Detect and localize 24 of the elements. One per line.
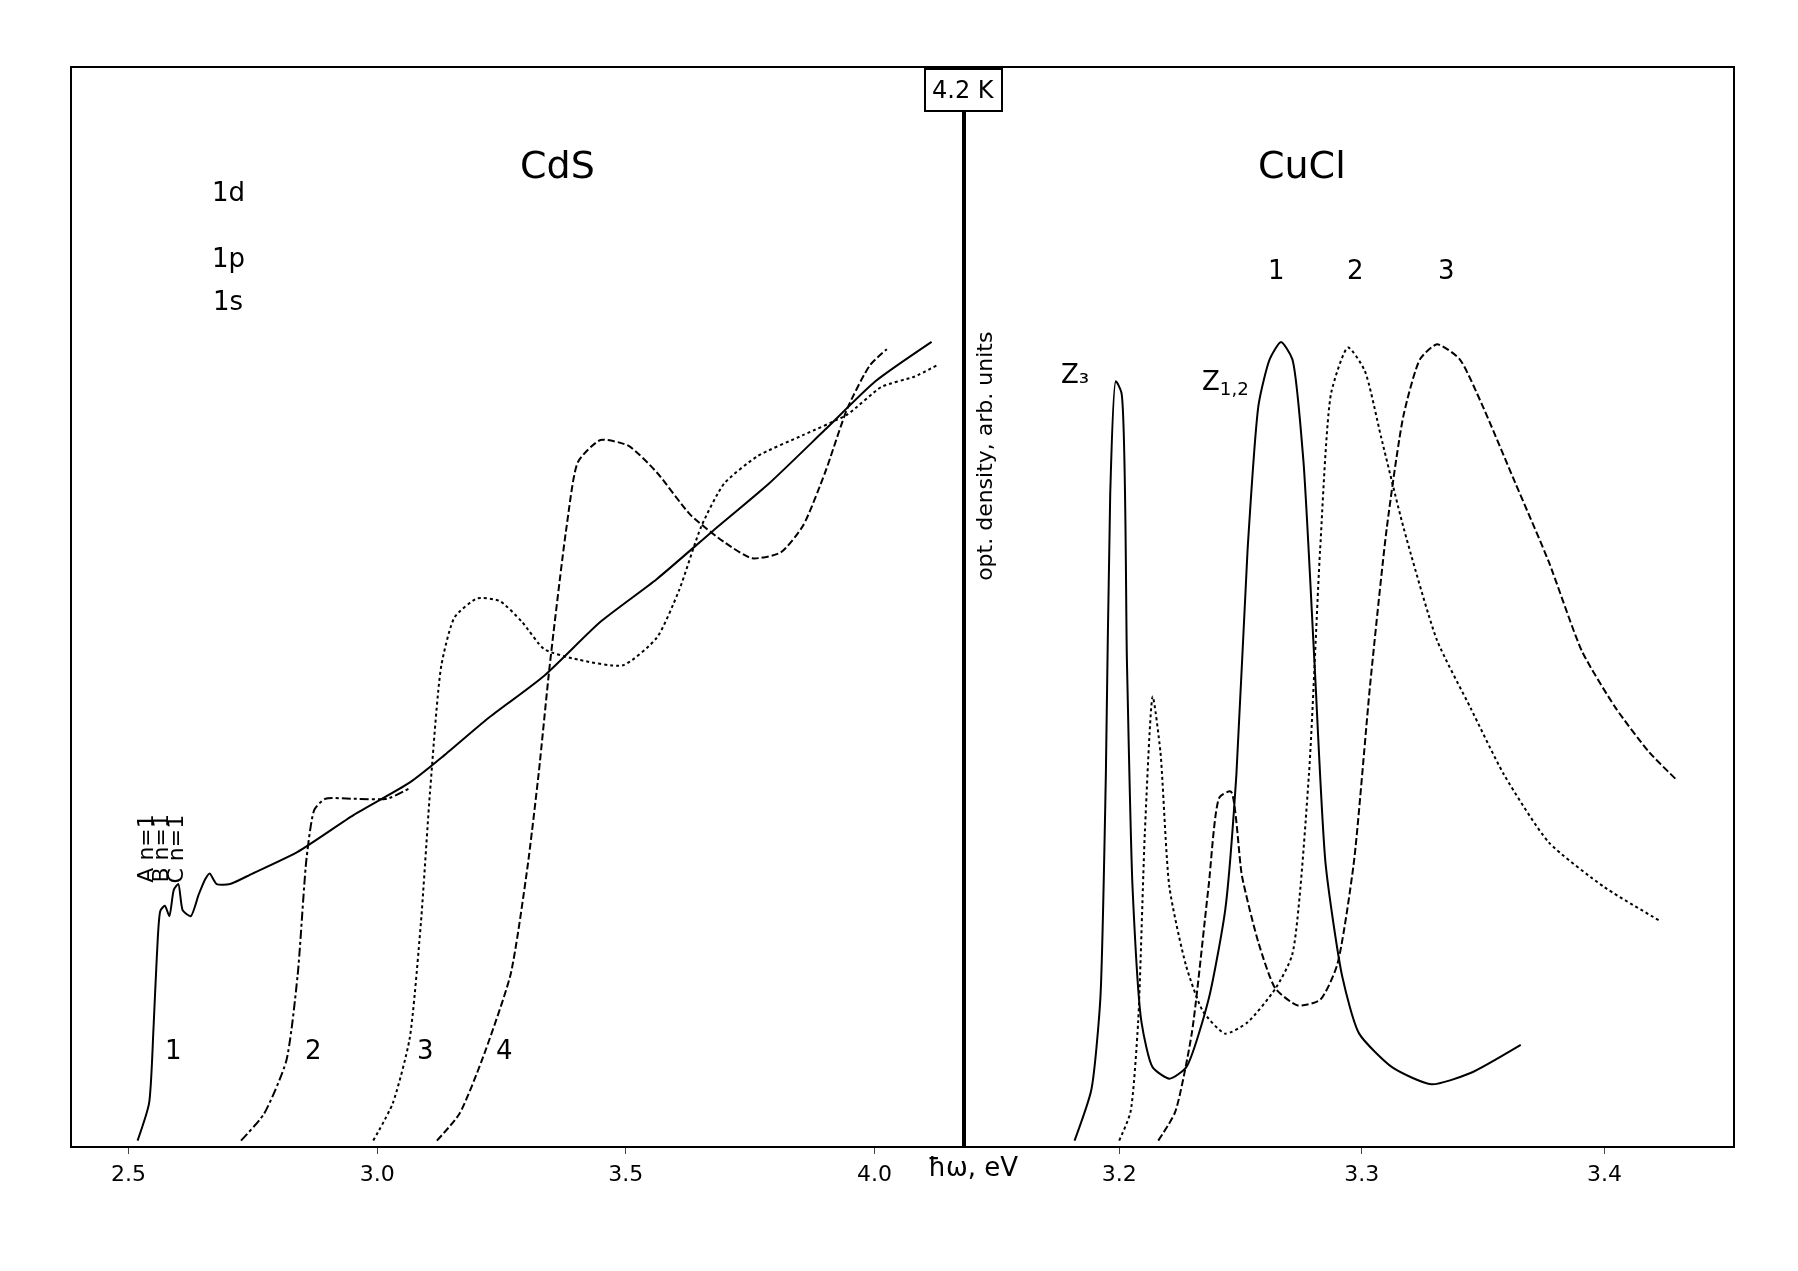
annotation: 3 [417,1035,434,1065]
text: 4.2 K [932,76,995,104]
text: 3 [1438,255,1455,285]
text: 1 [1268,255,1285,285]
chart-title: CdS [520,143,595,187]
chart-title: CuCl [1258,143,1346,187]
annotation: Z$_{1,2}$ [1202,366,1249,400]
text: 1p [212,243,246,273]
annotation: 1 [165,1035,182,1065]
text: 2 [1347,255,1364,285]
annotation: 4 [496,1035,513,1065]
x-tick-label: 3.0 [359,1160,395,1186]
x-tick-label: 3.4 [1586,1160,1622,1186]
x-tick-label: 2.5 [111,1160,147,1186]
text: 1s [213,286,244,316]
annotation: Z₃ [1061,359,1090,389]
x-tick-label: 3.5 [608,1160,644,1186]
x-axis-title: ħω, eV [928,1152,1019,1182]
y-axis-title: opt. density, arb. units [971,331,997,581]
annotation: 2 [305,1035,322,1065]
x-tick-label: 3.3 [1344,1160,1380,1186]
text: 1d [212,177,246,207]
x-tick-label: 4.0 [856,1160,892,1186]
x-tick-label: 3.2 [1101,1160,1137,1186]
